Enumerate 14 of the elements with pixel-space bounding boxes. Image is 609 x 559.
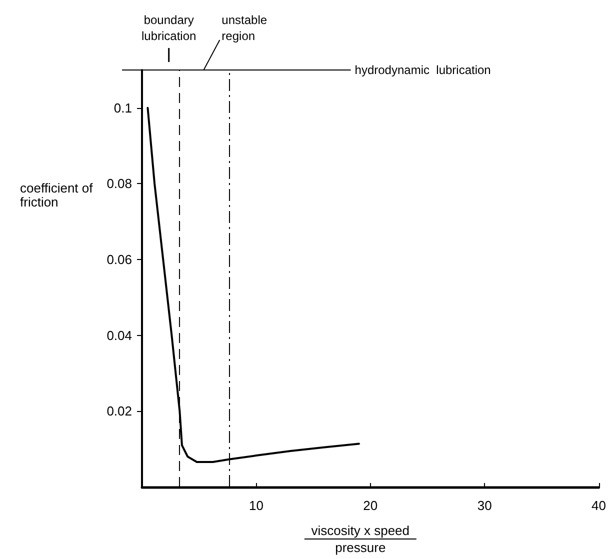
y-tick-label: 0.06 xyxy=(106,252,132,268)
x-tick-label: 30 xyxy=(477,498,492,513)
y-tick-label: 0.02 xyxy=(106,404,132,419)
x-axis-title: viscosity x speed pressure xyxy=(311,523,410,555)
x-tick-label: 20 xyxy=(363,498,378,513)
y-tick-label: 0.08 xyxy=(106,176,132,192)
x-tick-label: 10 xyxy=(248,498,264,513)
y-axis-title: coefficient of friction xyxy=(20,180,94,210)
x-tick-label: 40 xyxy=(592,498,606,513)
y-tick-label: 0.1 xyxy=(114,100,132,116)
annotation: hydrodynamic lubrication xyxy=(354,63,491,77)
text: unstable region xyxy=(222,13,268,43)
y-tick-label: 0.04 xyxy=(106,328,132,343)
text: boundary lubrication xyxy=(141,13,196,43)
